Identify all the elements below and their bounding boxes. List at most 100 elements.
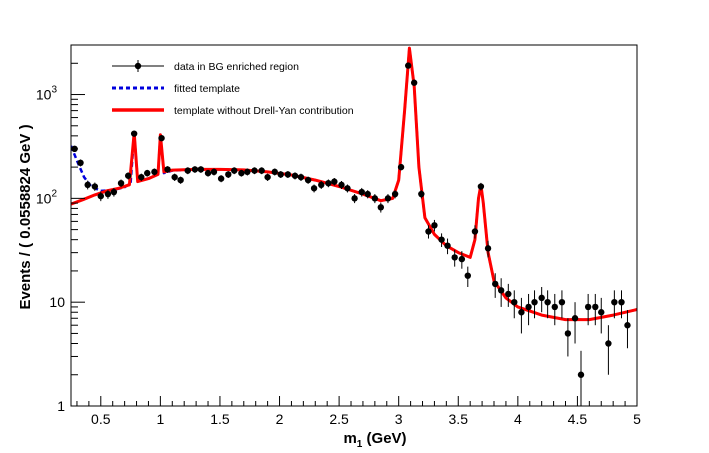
data-point — [124, 172, 132, 179]
data-point — [304, 176, 312, 184]
data-point — [331, 178, 338, 185]
data-point — [431, 222, 438, 229]
data-point — [584, 303, 592, 311]
data-point — [618, 298, 625, 306]
x-tick-label: 5 — [633, 411, 641, 427]
data-point — [444, 242, 451, 249]
data-point — [464, 272, 471, 279]
data-point — [511, 298, 518, 306]
data-point — [451, 254, 458, 261]
data-point — [518, 309, 525, 316]
data-point — [151, 168, 158, 176]
data-point — [184, 167, 191, 174]
data-point — [251, 167, 258, 174]
x-tick-label: 1 — [156, 411, 164, 427]
data-point — [544, 298, 551, 306]
data-point — [598, 309, 605, 316]
data-point — [210, 168, 218, 176]
data-point — [624, 322, 631, 329]
data-point — [217, 175, 225, 182]
legend-label: template without Drell-Yan contribution — [174, 105, 354, 117]
data-point — [297, 173, 305, 181]
x-tick-label: 4.5 — [568, 411, 588, 427]
data-point — [318, 181, 325, 189]
x-axis-title: m1 (GeV) — [343, 430, 406, 450]
data-point — [505, 290, 512, 298]
data-point — [538, 294, 545, 302]
data-point — [551, 303, 558, 311]
data-point — [284, 171, 292, 178]
legend: data in BG enriched region fitted templat… — [112, 60, 354, 117]
y-tick-label: 103 — [36, 85, 58, 103]
x-axis: 0.5 1 1.5 2 2.5 3 3.5 4 4.5 5 — [76, 396, 641, 427]
data-point — [477, 183, 485, 190]
data-point — [225, 171, 232, 178]
data-point — [258, 167, 265, 174]
data-point — [97, 192, 104, 200]
data-point — [117, 179, 125, 187]
data-point — [238, 169, 245, 177]
template-without-dy-line — [71, 46, 637, 322]
data-point — [144, 169, 151, 177]
curves-layer — [71, 46, 637, 322]
data-point — [410, 79, 418, 86]
data-point — [351, 195, 358, 202]
y-axis-title: Events / ( 0.0558824 GeV ) — [17, 124, 34, 309]
data-point — [377, 204, 385, 211]
data-point — [91, 183, 99, 190]
data-point — [325, 179, 332, 187]
y-tick-label: 1 — [57, 398, 65, 414]
data-point — [592, 303, 599, 311]
data-point — [471, 228, 479, 235]
data-point — [484, 245, 492, 252]
data-point — [291, 172, 299, 179]
data-point — [458, 255, 466, 263]
data-point — [492, 280, 499, 288]
data-point — [231, 167, 238, 174]
y-axis: 1 10 102 103 — [36, 44, 85, 414]
data-point — [358, 188, 365, 196]
data-point — [310, 185, 318, 192]
data-point — [418, 190, 425, 198]
y-tick-label: 10 — [49, 294, 65, 310]
data-point — [384, 195, 392, 202]
data-point — [577, 371, 585, 378]
legend-label: fitted template — [174, 83, 240, 95]
data-point — [264, 173, 271, 181]
data-point — [605, 340, 612, 347]
data-point — [271, 168, 278, 176]
data-point — [438, 236, 445, 243]
data-point — [158, 134, 165, 142]
x-tick-label: 4 — [514, 411, 522, 427]
data-point — [197, 166, 205, 173]
data-point — [391, 190, 399, 198]
data-point — [191, 166, 199, 173]
data-point — [425, 228, 432, 235]
data-point — [371, 195, 379, 202]
data-point — [171, 173, 178, 181]
data-point — [77, 159, 84, 167]
data-point — [364, 190, 371, 198]
legend-label: data in BG enriched region — [174, 61, 299, 73]
x-tick-label: 3 — [395, 411, 403, 427]
plot-frame — [70, 44, 638, 407]
x-tick-label: 2 — [276, 411, 284, 427]
data-point — [204, 169, 212, 177]
data-point — [525, 303, 532, 311]
data-point — [558, 298, 566, 306]
data-point — [110, 188, 118, 196]
x-tick-label: 1.5 — [210, 411, 230, 427]
x-tick-label: 3.5 — [449, 411, 469, 427]
data-point — [405, 62, 412, 69]
data-point — [130, 130, 138, 137]
data-point — [277, 171, 284, 178]
data-point — [611, 298, 618, 306]
data-point — [497, 287, 505, 294]
data-point — [164, 166, 171, 173]
x-tick-label: 2.5 — [329, 411, 349, 427]
data-point — [344, 185, 351, 192]
data-point — [397, 163, 405, 171]
data-point — [571, 315, 579, 322]
data-point — [138, 173, 145, 181]
